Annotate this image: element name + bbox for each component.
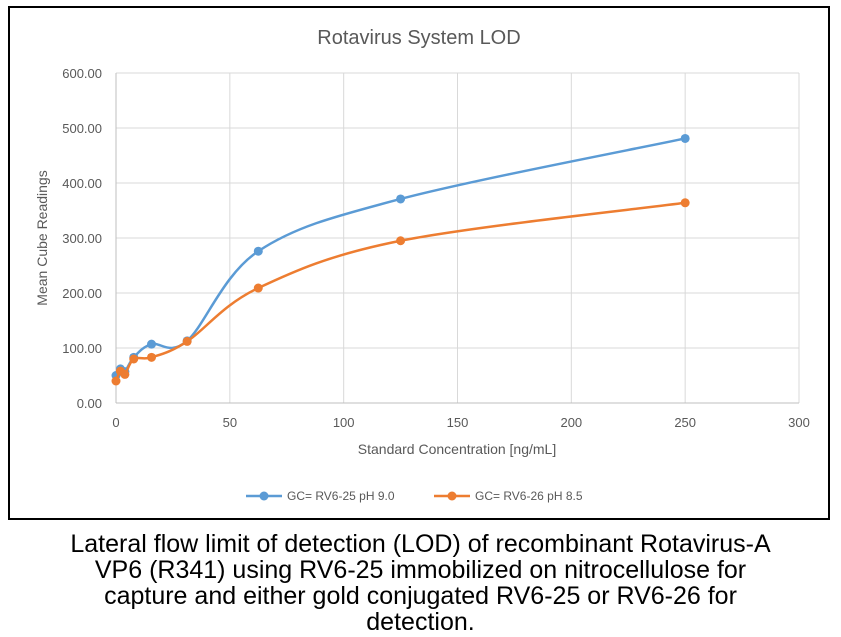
data-point bbox=[396, 236, 406, 246]
data-point bbox=[147, 352, 157, 362]
legend-swatch-marker bbox=[259, 491, 269, 501]
x-axis-label: Standard Concentration [ng/mL] bbox=[358, 441, 556, 457]
data-point bbox=[680, 198, 690, 208]
series-1 bbox=[111, 133, 690, 380]
legend-item: GC= RV6-26 pH 8.5 bbox=[434, 489, 583, 503]
x-tick-label: 50 bbox=[223, 415, 237, 430]
chart-frame bbox=[8, 6, 830, 520]
legend-label: GC= RV6-26 pH 8.5 bbox=[475, 489, 583, 503]
x-tick-label: 0 bbox=[112, 415, 119, 430]
legend-label: GC= RV6-25 pH 9.0 bbox=[287, 489, 395, 503]
y-tick-label: 200.00 bbox=[62, 286, 102, 301]
y-axis-label: Mean Cube Readings bbox=[34, 170, 50, 305]
data-point bbox=[129, 354, 139, 364]
gridlines bbox=[115, 72, 800, 404]
x-tick-label: 300 bbox=[788, 415, 810, 430]
data-point bbox=[147, 339, 157, 349]
data-point bbox=[680, 133, 690, 143]
x-tick-label: 100 bbox=[333, 415, 355, 430]
data-point bbox=[182, 336, 192, 346]
axes: 0.00 100.00 200.00 300.00 400.00 500.00 600.00… bbox=[62, 66, 810, 430]
legend-swatch-marker bbox=[447, 491, 457, 501]
x-tick-label: 250 bbox=[674, 415, 696, 430]
series-line bbox=[114, 201, 686, 382]
legend: GC= RV6-25 pH 9.0 GC= RV6-26 pH 8.5 bbox=[246, 489, 583, 503]
figure-caption: Lateral flow limit of detection (LOD) of… bbox=[70, 530, 771, 636]
x-tick-label: 150 bbox=[447, 415, 469, 430]
data-point bbox=[396, 194, 406, 204]
chart-title: Rotavirus System LOD bbox=[317, 27, 520, 49]
y-tick-label: 0.00 bbox=[77, 396, 102, 411]
series-2 bbox=[111, 198, 690, 386]
y-tick-label: 100.00 bbox=[62, 341, 102, 356]
y-tick-label: 500.00 bbox=[62, 121, 102, 136]
data-point bbox=[253, 283, 263, 293]
series-line bbox=[114, 137, 686, 377]
data-point bbox=[120, 369, 130, 379]
data-point bbox=[111, 376, 121, 386]
x-tick-label: 200 bbox=[560, 415, 582, 430]
legend-item: GC= RV6-25 pH 9.0 bbox=[246, 489, 395, 503]
series-layer bbox=[111, 133, 690, 386]
y-tick-label: 400.00 bbox=[62, 176, 102, 191]
y-tick-label: 600.00 bbox=[62, 66, 102, 81]
y-tick-label: 300.00 bbox=[62, 231, 102, 246]
data-point bbox=[253, 246, 263, 256]
